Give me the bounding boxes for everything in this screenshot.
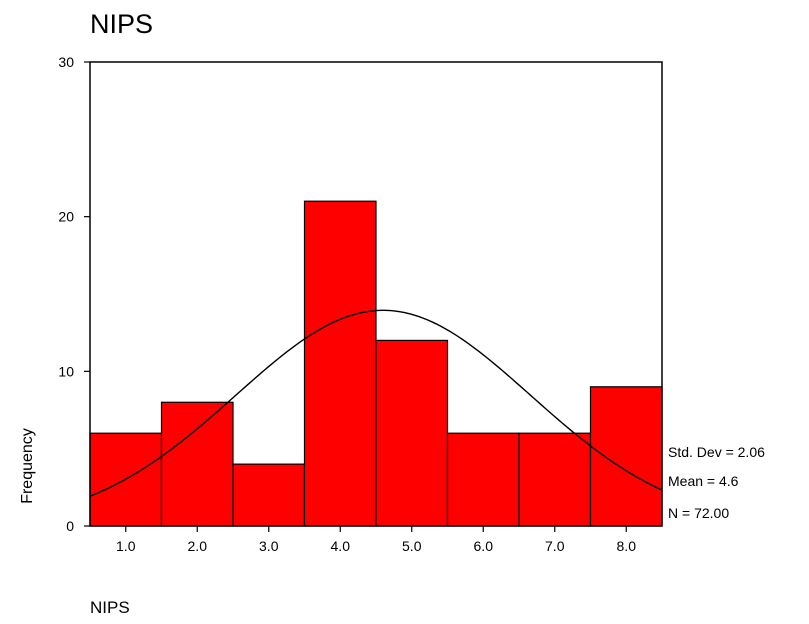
plot-area-frame [89, 61, 663, 527]
bar-4.0 [303, 200, 377, 527]
normal-curve [89, 309, 663, 497]
y-tick-label: 0 [66, 518, 74, 534]
n-label: N = 72.00 [668, 505, 729, 521]
y-tick-label: 30 [58, 54, 74, 70]
std-dev-label: Std. Dev = 2.06 [668, 444, 765, 460]
bar-5.0 [375, 339, 449, 527]
bar-3.0 [232, 463, 306, 527]
mean-label: Mean = 4.6 [668, 473, 739, 489]
bar-6.0 [446, 432, 520, 527]
x-tick-label: 8.0 [617, 538, 637, 554]
bar-7.0 [518, 432, 592, 527]
y-tick-label: 20 [58, 209, 74, 225]
chart-title: NIPS [90, 9, 153, 39]
y-axis-label: Frequency [19, 428, 36, 504]
x-tick-label: 3.0 [259, 538, 279, 554]
x-tick-label: 7.0 [545, 538, 565, 554]
x-axis: 1.0 2.0 3.0 4.0 5.0 6.0 7.0 8.0 [116, 526, 636, 554]
y-axis: 0 10 20 30 [58, 54, 90, 534]
x-tick-label: 5.0 [402, 538, 422, 554]
bars-group [89, 200, 663, 527]
x-tick-label: 6.0 [474, 538, 494, 554]
y-tick-label: 10 [58, 363, 74, 379]
bar-2.0 [160, 401, 234, 527]
x-tick-label: 2.0 [188, 538, 208, 554]
x-tick-label: 1.0 [116, 538, 136, 554]
x-axis-label: NIPS [90, 598, 130, 617]
x-tick-label: 4.0 [331, 538, 351, 554]
bar-8.0 [589, 386, 663, 527]
